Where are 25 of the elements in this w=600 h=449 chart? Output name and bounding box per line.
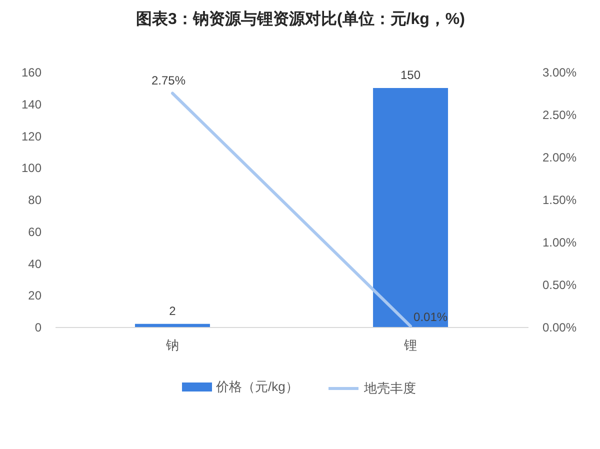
y2-tick-label: 0.00%	[542, 320, 577, 334]
y-tick-label: 160	[21, 66, 42, 80]
x-tick-label: 钠	[164, 338, 179, 352]
y-tick-label: 100	[21, 161, 42, 176]
y-tick-label: 140	[21, 97, 42, 112]
y2-tick-label: 1.00%	[542, 236, 577, 250]
x-tick-label: 锂	[403, 338, 418, 352]
data-label: 2	[169, 304, 176, 318]
y-tick-label: 40	[28, 256, 42, 271]
y-tick-label: 80	[28, 193, 42, 207]
y2-tick-label: 2.00%	[542, 150, 577, 164]
y2-tick-label: 0.50%	[542, 278, 577, 292]
y-tick-label: 20	[28, 288, 42, 303]
data-label: 150	[400, 68, 421, 82]
y2-tick-label: 3.00%	[542, 66, 577, 80]
chart-title: 图表3：钠资源与锂资源对比(单位：元/kg，%)	[136, 10, 465, 28]
legend-label: 地壳丰度	[363, 380, 416, 396]
y-tick-label: 120	[21, 129, 42, 144]
y2-tick-label: 1.50%	[542, 193, 577, 207]
y-tick-label: 0	[34, 320, 42, 334]
y2-tick-label: 2.50%	[542, 108, 577, 122]
legend-label: 价格（元/kg）	[215, 379, 298, 394]
data-label: 2.75%	[151, 73, 186, 88]
data-label: 0.01%	[414, 310, 448, 324]
y-tick-label: 60	[28, 224, 42, 239]
